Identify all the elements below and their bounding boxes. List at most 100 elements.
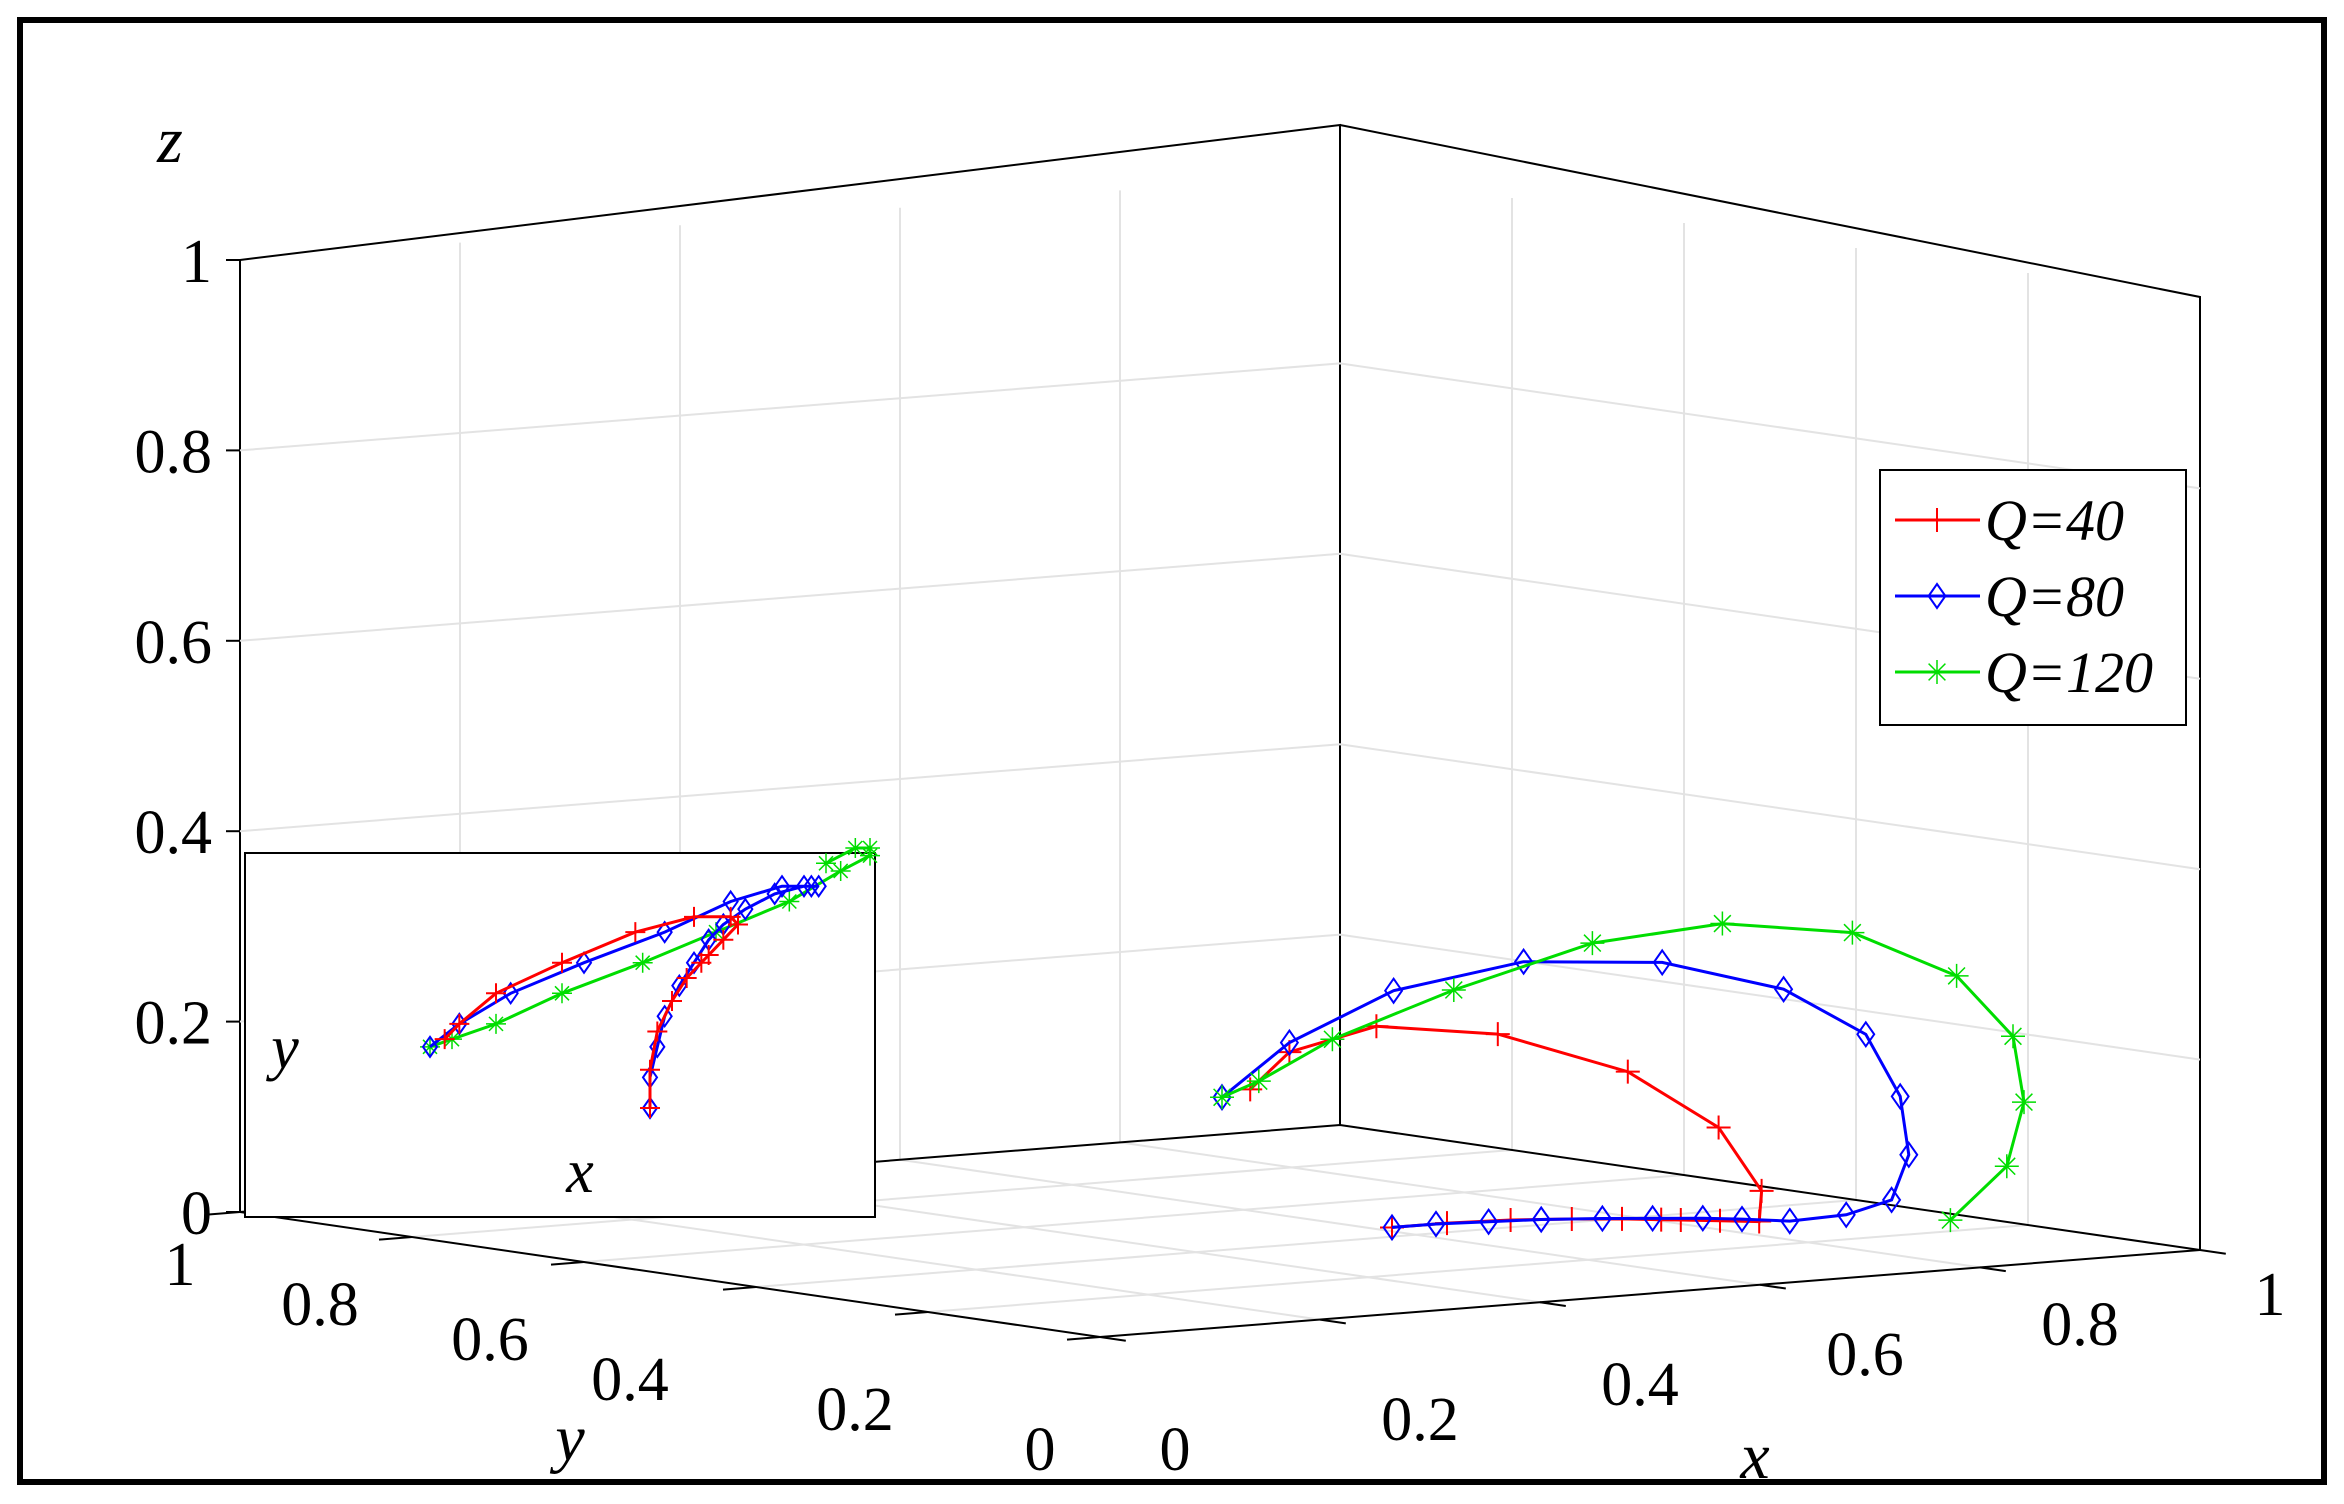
inset-point [421, 1035, 439, 1059]
floor-grid-y [899, 1158, 1761, 1286]
figure-frame [17, 17, 2327, 1485]
inset-point [649, 1035, 666, 1059]
legend-entry: Q=80 [1895, 564, 2124, 629]
inset-x-label: x [565, 1138, 594, 1206]
z-tick-labels: 0 0.2 0.4 0.6 0.8 1 [135, 228, 240, 1248]
series-point [1441, 977, 1466, 1002]
inset-point [810, 874, 827, 898]
inset-point [720, 906, 741, 927]
x-tick-label: 0 [1160, 1416, 1191, 1484]
series-point [1642, 1204, 1663, 1233]
series-point [1732, 1205, 1752, 1233]
y-tick-label: 0 [1025, 1416, 1056, 1484]
inset-point [713, 929, 734, 950]
inset-point [845, 838, 866, 858]
legend-marker [1925, 508, 1949, 532]
z-tick-label: 1 [181, 228, 212, 296]
wall-grid-z [239, 362, 2201, 490]
series-point [1840, 920, 1865, 945]
inset-point [684, 906, 704, 927]
series-point [1890, 1082, 1910, 1111]
series-point [1938, 1208, 1963, 1233]
y-tick-label: 0.8 [281, 1271, 359, 1339]
series-point [1780, 1207, 1800, 1235]
y-tick [1539, 1301, 1566, 1307]
x-tick-label: 0.2 [1381, 1386, 1459, 1454]
legend-label: Q=120 [1985, 640, 2153, 705]
series-point [2012, 1090, 2036, 1115]
series-layer [1210, 911, 2036, 1242]
inset-point [766, 882, 783, 906]
series-point [1710, 911, 1735, 936]
x-tick-label: 0.6 [1826, 1321, 1904, 1389]
inset-point [656, 1004, 673, 1028]
series-point [1944, 963, 1969, 988]
z-tick-label: 0 [181, 1180, 212, 1248]
legend-entry: Q=120 [1895, 640, 2153, 705]
series-point [1246, 1069, 1271, 1094]
z-axis-label: z [156, 104, 183, 177]
x-tick-label: 1 [2255, 1261, 2286, 1329]
series-point [1279, 1028, 1300, 1057]
floor-grid-y [1119, 1141, 1981, 1269]
inset-point [698, 945, 719, 966]
inset-point [449, 1013, 470, 1034]
series-point [1693, 1204, 1713, 1233]
series-point [1708, 1208, 1732, 1233]
series-point [1382, 1213, 1402, 1242]
inset-series-layer [420, 838, 880, 1120]
inset-point [486, 983, 506, 1004]
inset-point [676, 968, 697, 988]
inset-point [647, 1021, 668, 1042]
series-point [1592, 1204, 1613, 1233]
y-tick [1979, 1266, 2006, 1273]
y-tick-label: 1 [165, 1231, 196, 1299]
back-right-wall [1339, 124, 2201, 1250]
legend-label: Q=40 [1985, 488, 2124, 553]
legend: Q=40 Q=80 Q=120 [1879, 469, 2187, 726]
y-tick-label: 0.4 [591, 1346, 669, 1414]
series-point [1513, 947, 1534, 976]
inset-point [795, 874, 813, 898]
inset-point [685, 950, 703, 975]
inset-point [420, 1036, 440, 1057]
inset-point [640, 1098, 660, 1118]
floor-grid-x [755, 1199, 1857, 1288]
x-tick [722, 1286, 757, 1291]
axes-box [239, 123, 2201, 1250]
series-point [1615, 1059, 1640, 1084]
inset-point [625, 922, 646, 943]
y-tick-labels: 0 0.2 0.4 0.6 0.8 1 [165, 1231, 2226, 1484]
z-tick-label: 0.8 [135, 418, 213, 486]
inset-line [443, 915, 741, 1108]
series-point [1668, 1208, 1693, 1233]
y-axis-label: y [549, 1402, 585, 1475]
series-point [1881, 1186, 1902, 1214]
series-point [1383, 976, 1404, 1005]
z-tick-label: 0.4 [135, 799, 213, 867]
inset-point [640, 1059, 660, 1080]
y-tick [1319, 1318, 1346, 1325]
series-point [1364, 1014, 1389, 1039]
series-point [1210, 1085, 1234, 1110]
inset-y-label: y [265, 1014, 299, 1082]
series-1 [1212, 947, 1919, 1242]
series-point [1426, 1210, 1446, 1238]
series-point [1706, 1115, 1731, 1140]
z-tick-label: 0.2 [135, 990, 213, 1058]
series-2 [1210, 911, 2036, 1233]
inset-point [486, 1013, 506, 1034]
inset-point [552, 983, 572, 1004]
series-point [1652, 948, 1672, 977]
series-point [1531, 1205, 1551, 1234]
x-tick-label: 0.4 [1601, 1351, 1679, 1419]
legend-marker [1927, 582, 1947, 610]
y-tick-label: 0.2 [816, 1376, 894, 1444]
inset-point [737, 897, 754, 921]
legend-label: Q=80 [1985, 564, 2124, 629]
floor-grid-x [583, 1174, 1685, 1263]
legend-entries: Q=40 Q=80 Q=120 [1895, 488, 2153, 705]
x-tick [206, 1211, 241, 1216]
series-point [1856, 1020, 1876, 1049]
legend-marker [1925, 660, 1949, 684]
